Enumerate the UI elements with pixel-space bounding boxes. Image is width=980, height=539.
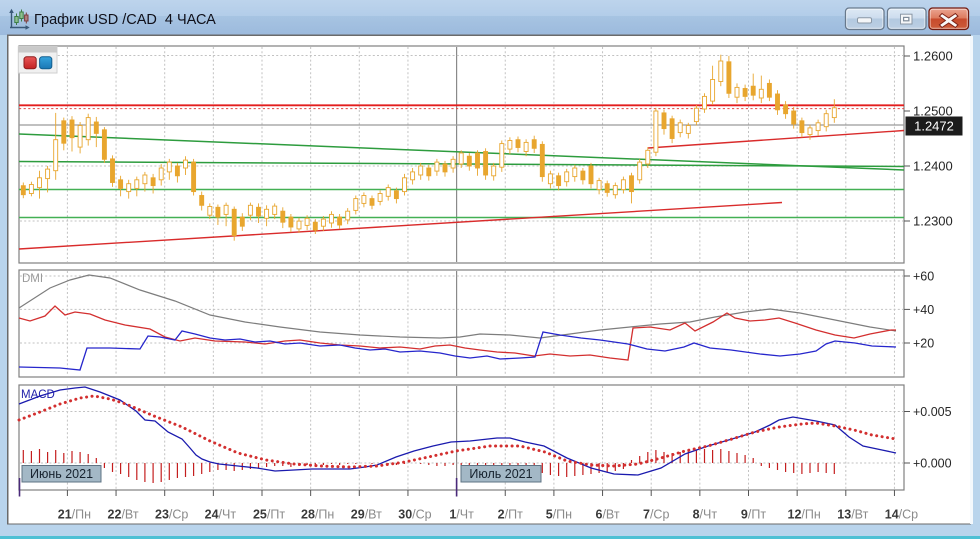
svg-text:Июль 2021: Июль 2021	[469, 467, 532, 481]
svg-text:1.2400: 1.2400	[913, 159, 953, 174]
svg-text:DMI: DMI	[22, 273, 43, 285]
svg-text:1.2600: 1.2600	[913, 49, 953, 64]
svg-text:6/Вт: 6/Вт	[596, 508, 620, 522]
svg-text:2/Пт: 2/Пт	[498, 508, 523, 522]
svg-text:25/Пт: 25/Пт	[253, 508, 285, 522]
svg-text:13/Вт: 13/Вт	[837, 508, 868, 522]
svg-text:24/Чт: 24/Чт	[205, 508, 237, 522]
svg-text:Июнь 2021: Июнь 2021	[30, 467, 93, 481]
svg-text:23/Ср: 23/Ср	[155, 508, 188, 522]
svg-text:1.2472: 1.2472	[914, 119, 954, 134]
svg-text:22/Вт: 22/Вт	[108, 508, 139, 522]
svg-text:8/Чт: 8/Чт	[693, 508, 718, 522]
svg-text:+60: +60	[913, 270, 934, 284]
svg-text:+0.005: +0.005	[913, 405, 952, 419]
svg-text:30/Ср: 30/Ср	[398, 508, 431, 522]
svg-text:График USD /CAD 4 ЧАСА: График USD /CAD 4 ЧАСА	[34, 12, 216, 28]
svg-text:9/Пт: 9/Пт	[741, 508, 766, 522]
svg-text:21/Пн: 21/Пн	[58, 508, 91, 522]
svg-text:28/Пн: 28/Пн	[301, 508, 334, 522]
svg-text:1.2500: 1.2500	[913, 104, 953, 119]
svg-text:1.2300: 1.2300	[913, 214, 953, 229]
svg-text:29/Вт: 29/Вт	[351, 508, 382, 522]
svg-text:12/Пн: 12/Пн	[788, 508, 821, 522]
svg-text:14/Ср: 14/Ср	[885, 508, 918, 522]
svg-text:7/Ср: 7/Ср	[643, 508, 669, 522]
svg-text:+0.000: +0.000	[913, 457, 952, 471]
svg-text:MACD: MACD	[21, 389, 55, 401]
svg-text:+40: +40	[913, 303, 934, 317]
svg-text:+20: +20	[913, 337, 934, 351]
svg-text:1/Чт: 1/Чт	[449, 508, 474, 522]
svg-text:5/Пн: 5/Пн	[546, 508, 572, 522]
